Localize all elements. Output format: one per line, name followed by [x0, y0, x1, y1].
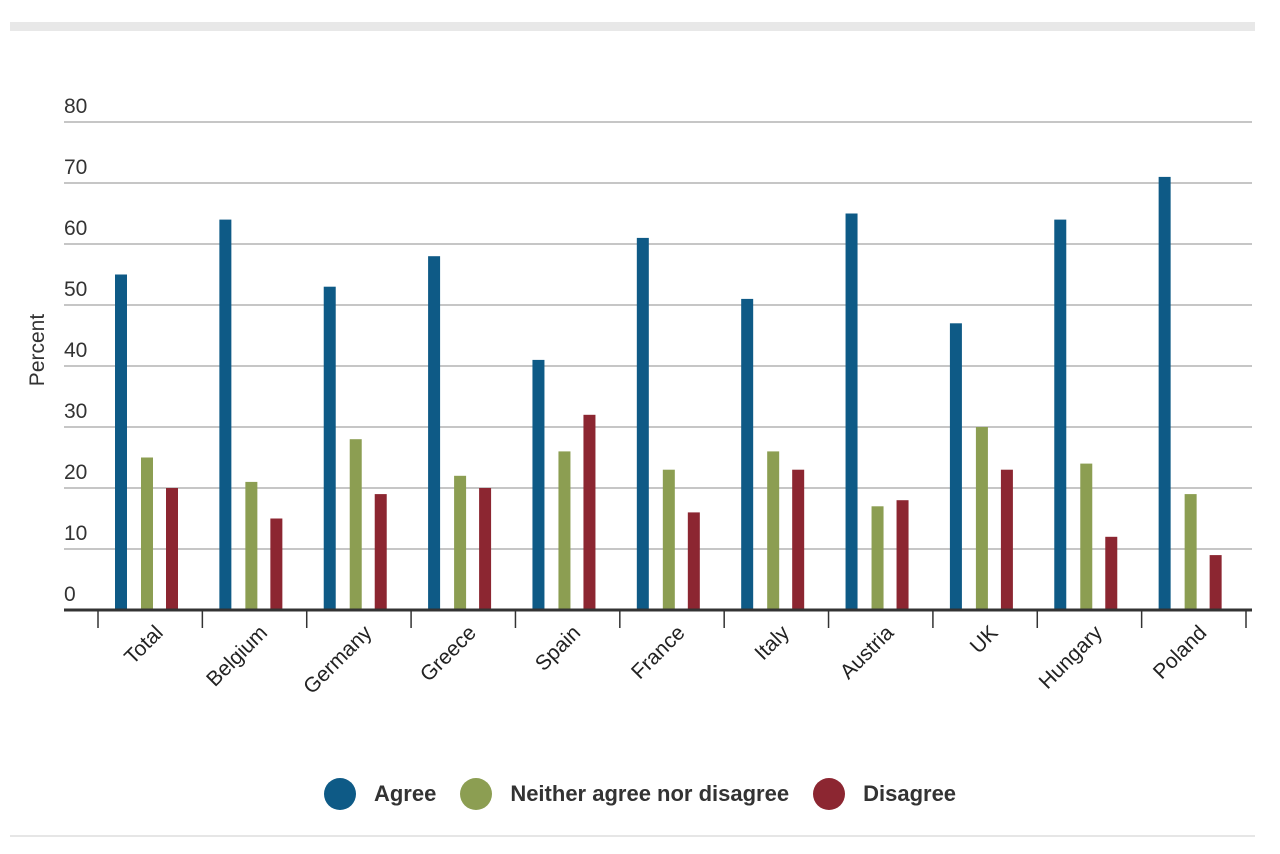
category-label-spain: Spain [531, 621, 585, 675]
y-tick-70: 70 [64, 156, 87, 179]
bar-disagree-greece [479, 488, 492, 610]
category-label-france: France [627, 621, 689, 683]
y-tick-80: 80 [64, 95, 87, 118]
category-label-germany: Germany [299, 621, 377, 699]
bar-neither-italy [767, 451, 780, 610]
bar-agree-france [636, 237, 649, 610]
bar-disagree-total [166, 488, 178, 610]
legend: Agree Neither agree nor disagree Disagre… [0, 778, 1280, 810]
category-label-italy: Italy [750, 621, 794, 665]
bar-neither-greece [454, 475, 467, 610]
bar-disagree-uk [1000, 469, 1013, 610]
legend-swatch-neither [460, 778, 493, 810]
bar-neither-france [662, 469, 675, 610]
gridlines [64, 121, 1252, 550]
y-tick-40: 40 [64, 339, 87, 362]
bar-agree-spain [532, 359, 545, 610]
bar-agree-poland [1158, 176, 1171, 610]
y-tick-20: 20 [64, 461, 87, 484]
bar-agree-total [115, 274, 127, 610]
category-label-poland: Poland [1149, 621, 1212, 684]
legend-item-neither: Neither agree nor disagree [460, 778, 789, 810]
bar-neither-hungary [1080, 463, 1093, 610]
bar-disagree-hungary [1105, 536, 1118, 610]
legend-label-disagree: Disagree [863, 781, 957, 806]
bar-agree-germany [323, 286, 336, 610]
category-label-hungary: Hungary [1035, 621, 1108, 694]
category-label-greece: Greece [416, 621, 481, 686]
bar-neither-total [141, 457, 153, 610]
y-tick-labels: 0 10 20 30 40 50 60 70 80 [64, 95, 87, 606]
bar-disagree-france [687, 512, 700, 610]
bar-disagree-spain [583, 414, 596, 610]
bar-agree-uk [949, 323, 962, 610]
top-divider-bar [10, 22, 1255, 31]
bar-agree-greece [428, 256, 441, 610]
y-tick-60: 60 [64, 217, 87, 240]
y-tick-50: 50 [64, 278, 87, 301]
category-label-austria: Austria [836, 621, 899, 684]
y-tick-10: 10 [64, 522, 87, 545]
bar-neither-austria [871, 506, 884, 610]
y-tick-0: 0 [64, 583, 76, 606]
category-label-uk: UK [966, 621, 1003, 658]
y-tick-30: 30 [64, 400, 87, 423]
bar-disagree-belgium [270, 518, 283, 610]
y-axis-title: Percent [26, 314, 49, 387]
bar-agree-belgium [219, 219, 232, 610]
bar-disagree-italy [792, 469, 805, 610]
bar-disagree-germany [374, 494, 387, 610]
legend-item-agree: Agree [323, 778, 437, 810]
category-label-total: Total [120, 621, 168, 669]
bar-neither-spain [558, 451, 571, 610]
bar-agree-austria [845, 213, 858, 610]
bar-neither-germany [349, 439, 362, 610]
bar-agree-italy [741, 298, 754, 610]
bar-disagree-poland [1209, 555, 1222, 610]
legend-item-disagree: Disagree [813, 778, 956, 810]
bottom-divider [10, 835, 1255, 837]
bar-neither-poland [1184, 494, 1197, 610]
bar-disagree-austria [896, 500, 909, 610]
category-labels: Total Belgium Germany Greece Spain France Ital… [120, 621, 1211, 699]
bar-chart: 0 10 20 30 40 50 60 70 80 Percent Total Belgium Ge… [26, 95, 1252, 699]
legend-label-agree: Agree [373, 781, 437, 806]
legend-swatch-disagree [813, 778, 846, 810]
bars [115, 176, 1222, 610]
bar-neither-belgium [245, 481, 258, 610]
legend-label-neither: Neither agree nor disagree [510, 781, 790, 806]
bar-neither-uk [975, 427, 988, 610]
bar-agree-hungary [1054, 219, 1067, 610]
category-label-belgium: Belgium [202, 621, 272, 691]
legend-swatch-agree [323, 778, 356, 810]
x-axis [64, 608, 1252, 628]
